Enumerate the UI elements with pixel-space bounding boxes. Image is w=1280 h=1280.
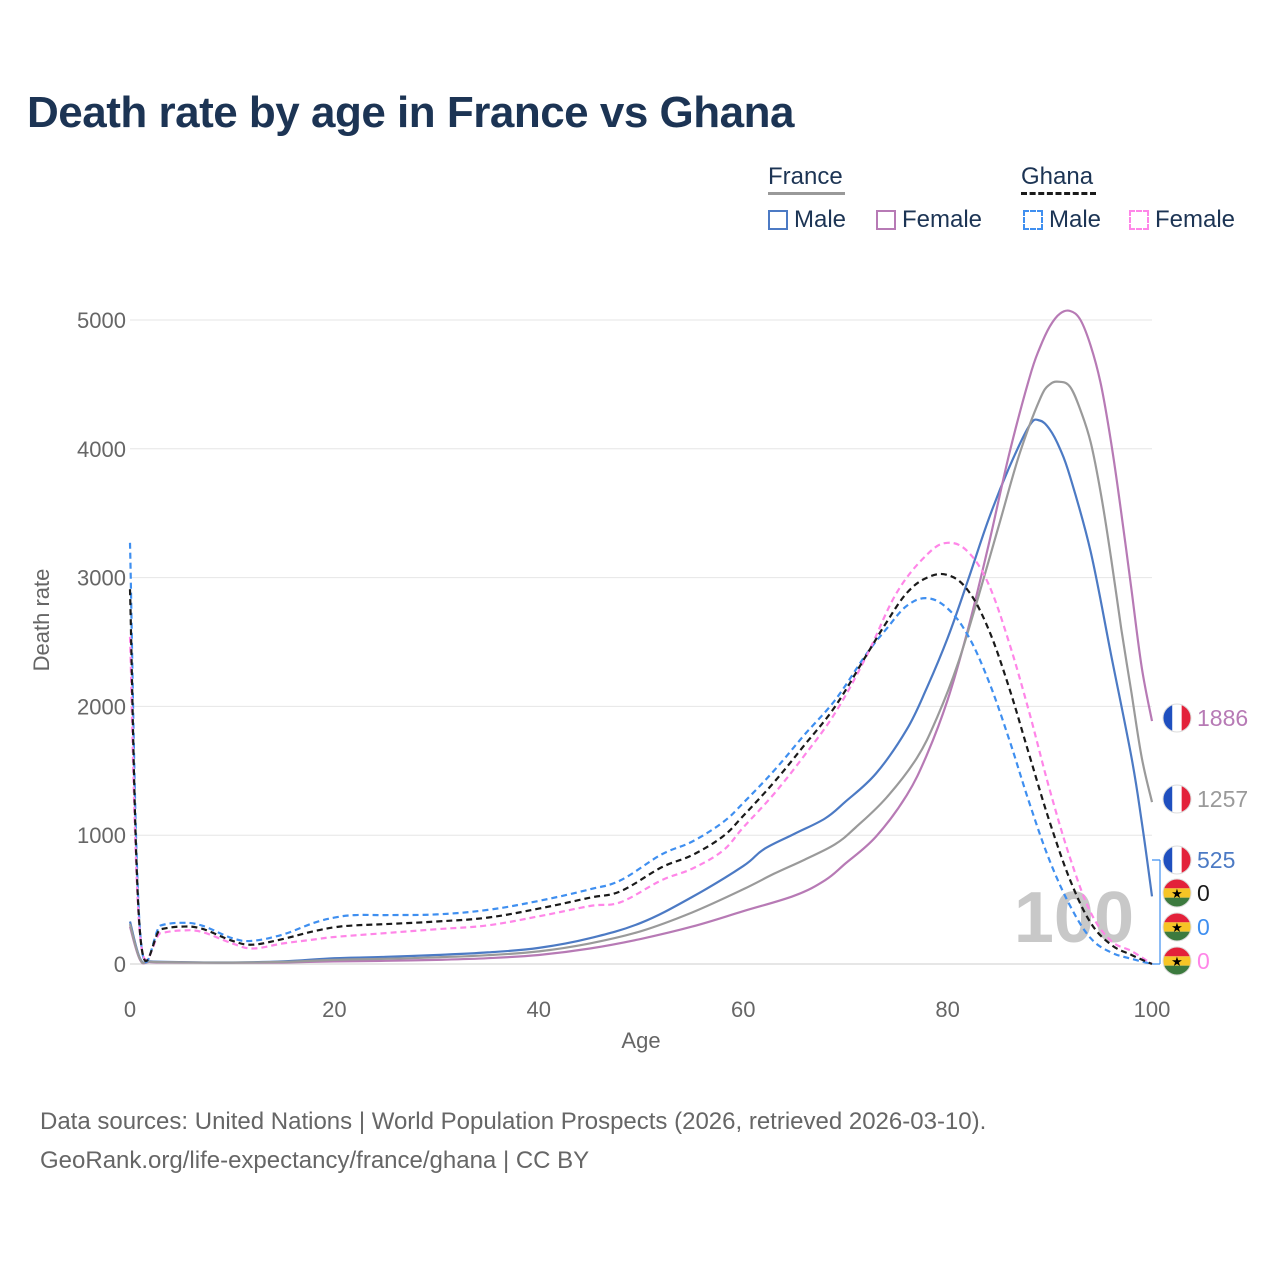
y-tick-label: 3000 <box>77 566 126 591</box>
legend-item-ghana-female[interactable]: Female <box>1129 206 1235 234</box>
y-tick-label: 5000 <box>77 308 126 333</box>
legend-group-france: France <box>768 163 843 190</box>
x-tick-label: 40 <box>527 997 551 1022</box>
legend-label: Male <box>794 206 847 233</box>
legend-group-ghana: Ghana <box>1021 163 1094 190</box>
series-lines <box>128 309 1154 966</box>
x-tick-label: 20 <box>322 997 346 1022</box>
x-tick-label: 60 <box>731 997 755 1022</box>
end-label-value: 0 <box>1197 914 1210 940</box>
source-line-1: Data sources: United Nations | World Pop… <box>40 1108 987 1135</box>
ghana-flag-icon: ★ <box>1162 946 1192 976</box>
x-tick-label: 0 <box>124 997 136 1022</box>
legend-label: Female <box>1155 206 1236 233</box>
end-label-value: 0 <box>1197 948 1210 974</box>
svg-text:★: ★ <box>1171 921 1183 936</box>
end-label-connector <box>1152 859 1161 965</box>
legend-swatch-france-male <box>768 210 788 230</box>
series-line-france-total[interactable] <box>128 380 1154 965</box>
end-label-value: 1257 <box>1197 786 1248 812</box>
legend-item-france-female[interactable]: Female <box>876 206 982 234</box>
y-tick-label: 4000 <box>77 437 126 462</box>
end-label-value: 0 <box>1197 880 1210 906</box>
legend-label: Male <box>1049 206 1102 233</box>
y-axis-title: Death rate <box>29 569 54 672</box>
legend-swatch-ghana-female <box>1129 210 1149 230</box>
series-line-ghana-male[interactable] <box>128 542 1153 966</box>
ghana-flag-icon: ★ <box>1162 912 1192 942</box>
legend-group-france-underline <box>768 192 845 195</box>
gridlines <box>130 319 1152 965</box>
france-flag-icon <box>1162 703 1192 733</box>
chart-title: Death rate by age in France vs Ghana <box>27 88 794 137</box>
svg-text:★: ★ <box>1171 887 1183 902</box>
y-tick-label: 1000 <box>77 823 126 848</box>
series-line-france-male[interactable] <box>128 418 1154 964</box>
france-flag-icon <box>1162 784 1192 814</box>
legend-label: Female <box>902 206 983 233</box>
x-axis-title: Age <box>621 1028 660 1053</box>
france-flag-icon <box>1162 845 1192 875</box>
series-line-ghana-total[interactable] <box>128 572 1153 966</box>
source-line-2[interactable]: GeoRank.org/life-expectancy/france/ghana… <box>40 1147 590 1174</box>
series-line-france-female[interactable] <box>128 309 1154 965</box>
end-label-value: 1886 <box>1197 705 1248 731</box>
legend-item-france-male[interactable]: Male <box>768 206 846 234</box>
y-tick-label: 2000 <box>77 694 126 719</box>
end-labels: 1886 1257 525 ★ 0 ★ 0 ★ 0 <box>1152 703 1248 976</box>
end-label-value: 525 <box>1197 847 1235 873</box>
legend-item-ghana-male[interactable]: Male <box>1023 206 1101 234</box>
y-tick-label: 0 <box>114 952 126 977</box>
legend-swatch-ghana-male <box>1023 210 1043 230</box>
legend-group-ghana-underline <box>1021 192 1096 195</box>
x-tick-label: 100 <box>1134 997 1171 1022</box>
ghana-flag-icon: ★ <box>1162 878 1192 908</box>
legend-swatch-france-female <box>876 210 896 230</box>
axis-ticks: 0 1000 2000 3000 4000 5000 0 20 40 60 80 100 <box>77 308 1170 1022</box>
x-tick-label: 80 <box>935 997 959 1022</box>
svg-text:★: ★ <box>1171 955 1183 970</box>
series-line-ghana-female[interactable] <box>128 541 1153 965</box>
